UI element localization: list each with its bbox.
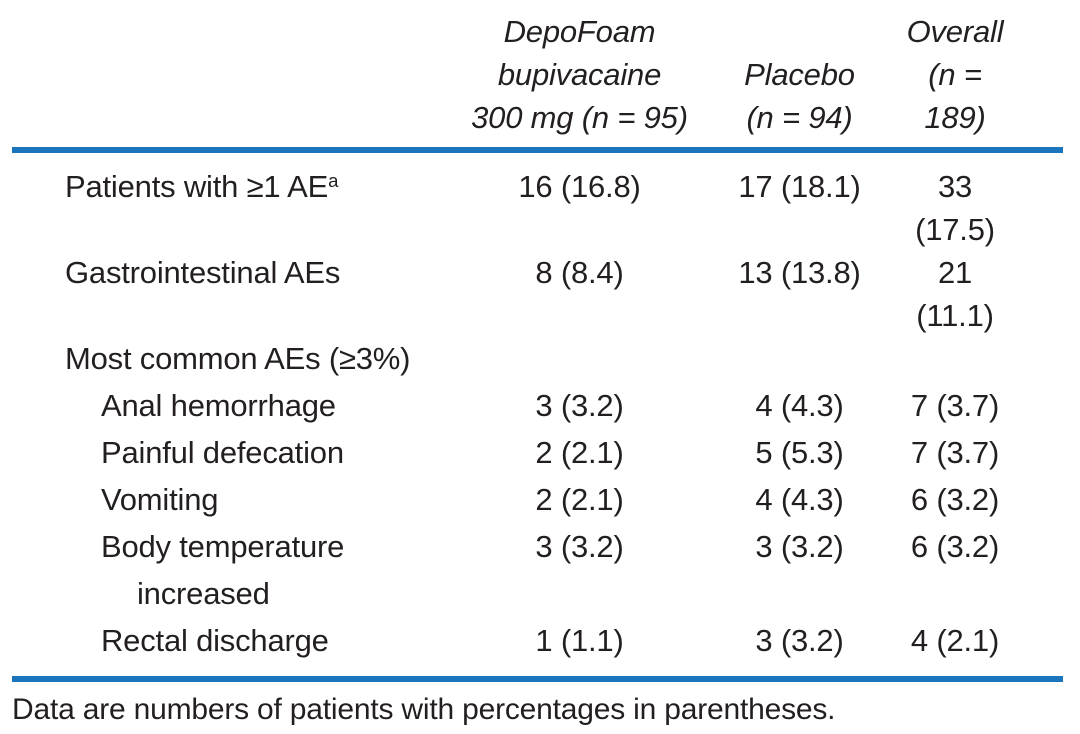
header-line: (n = 189) bbox=[924, 57, 986, 135]
value-cell: 3 (3.2) bbox=[755, 529, 844, 564]
value-cell bbox=[897, 337, 1063, 384]
value-cell: 4 (4.3) bbox=[755, 482, 844, 517]
header-empty-cell bbox=[12, 10, 457, 153]
value-cell: 2 (2.1) bbox=[535, 435, 624, 470]
value-cell: 13 (13.8) bbox=[738, 255, 861, 290]
header-line: Overall bbox=[906, 14, 1004, 49]
row-label: Most common AEs (≥3%) bbox=[65, 341, 411, 376]
value-cell: 16 (16.8) bbox=[518, 169, 641, 204]
table-row: Patients with ≥1 AEa 16 (16.8) 17 (18.1)… bbox=[12, 150, 1063, 251]
table-row: Rectal discharge 1 (1.1) 3 (3.2) 4 (2.1) bbox=[12, 619, 1063, 682]
value-cell: 2 (2.1) bbox=[535, 482, 624, 517]
table-row: Anal hemorrhage 3 (3.2) 4 (4.3) 7 (3.7) bbox=[12, 384, 1063, 431]
row-label: Vomiting bbox=[101, 482, 219, 517]
row-label: Rectal discharge bbox=[12, 619, 457, 682]
table-row: Body temperature 3 (3.2) 3 (3.2) 6 (3.2) bbox=[12, 525, 1063, 572]
value-cell: 17 (18.1) bbox=[738, 169, 861, 204]
value-cell: 7 (3.7) bbox=[910, 388, 1000, 423]
table-row-continuation: increased bbox=[12, 572, 1063, 619]
row-label: Body temperature bbox=[101, 529, 345, 564]
header-line: Placebo bbox=[744, 57, 855, 92]
column-header-overall: Overall (n = 189) bbox=[897, 10, 1063, 153]
value-cell: 7 (3.7) bbox=[910, 435, 1000, 470]
table-body: Patients with ≥1 AEa 16 (16.8) 17 (18.1)… bbox=[12, 150, 1063, 682]
value-cell: 1 (1.1) bbox=[457, 619, 702, 682]
header-line: DepoFoam bbox=[503, 14, 656, 49]
column-header-placebo: Placebo (n = 94) bbox=[702, 10, 897, 153]
value-cell: 4 (4.3) bbox=[755, 388, 844, 423]
footnote-line: Data are numbers of patients with percen… bbox=[12, 693, 836, 726]
row-label: Anal hemorrhage bbox=[101, 388, 336, 423]
header-row: DepoFoam bupivacaine 300 mg (n = 95) Pla… bbox=[12, 10, 1063, 153]
row-label: Patients with ≥1 AEa bbox=[65, 169, 339, 204]
value-cell: 33 (17.5) bbox=[915, 169, 995, 247]
table-row: Painful defecation 2 (2.1) 5 (5.3) 7 (3.… bbox=[12, 431, 1063, 478]
row-label: Gastrointestinal AEs bbox=[65, 255, 341, 290]
table-footnotes: Data are numbers of patients with percen… bbox=[12, 691, 1063, 734]
value-cell bbox=[897, 572, 1063, 619]
table-row: Gastrointestinal AEs 8 (8.4) 13 (13.8) 2… bbox=[12, 251, 1063, 337]
value-cell: 5 (5.3) bbox=[755, 435, 844, 470]
header-line: bupivacaine bbox=[497, 57, 662, 92]
header-line: (n = 94) bbox=[746, 100, 853, 135]
value-cell: 6 (3.2) bbox=[910, 482, 1000, 517]
value-cell: 4 (2.1) bbox=[897, 619, 1063, 682]
value-cell: 3 (3.2) bbox=[702, 619, 897, 682]
value-cell bbox=[702, 337, 897, 384]
table-row: Most common AEs (≥3%) bbox=[12, 337, 1063, 384]
value-cell: 6 (3.2) bbox=[910, 529, 1000, 564]
value-cell bbox=[457, 572, 702, 619]
value-cell: 3 (3.2) bbox=[535, 388, 624, 423]
table-row: Vomiting 2 (2.1) 4 (4.3) 6 (3.2) bbox=[12, 478, 1063, 525]
footnote-marker: a bbox=[328, 169, 339, 191]
value-cell: 3 (3.2) bbox=[535, 529, 624, 564]
table-header: DepoFoam bupivacaine 300 mg (n = 95) Pla… bbox=[12, 10, 1063, 153]
value-cell bbox=[702, 572, 897, 619]
column-header-depofoam: DepoFoam bupivacaine 300 mg (n = 95) bbox=[457, 10, 702, 153]
value-cell: 8 (8.4) bbox=[535, 255, 624, 290]
header-line: 300 mg (n = 95) bbox=[471, 100, 688, 135]
row-label: increased bbox=[137, 576, 270, 611]
value-cell: 21 (11.1) bbox=[916, 255, 994, 333]
row-label: Painful defecation bbox=[101, 435, 344, 470]
adverse-events-table: DepoFoam bupivacaine 300 mg (n = 95) Pla… bbox=[12, 10, 1063, 682]
value-cell bbox=[457, 337, 702, 384]
